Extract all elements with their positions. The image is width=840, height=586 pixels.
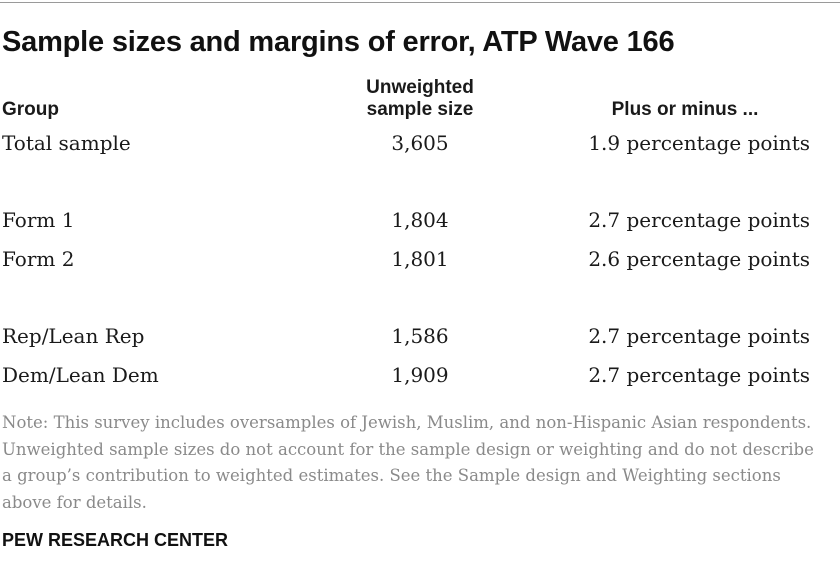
row-form-2-moe: 2.6 percentage points xyxy=(588,247,810,271)
header-sample-size-line2: sample size xyxy=(366,99,474,120)
row-form-2-size: 1,801 xyxy=(391,247,449,271)
table-title: Sample sizes and margins of error, ATP W… xyxy=(2,26,675,58)
header-sample-size-line1: Unweighted xyxy=(366,77,474,98)
row-total-sample-size: 3,605 xyxy=(391,131,449,155)
row-total-sample-group: Total sample xyxy=(2,131,131,155)
row-dem-lean-dem-moe: 2.7 percentage points xyxy=(588,363,810,387)
row-rep-lean-rep-moe: 2.7 percentage points xyxy=(588,324,810,348)
top-rule xyxy=(0,2,840,3)
source-credit: PEW RESEARCH CENTER xyxy=(2,530,229,550)
header-group: Group xyxy=(2,99,59,120)
footnote: Note: This survey includes oversamples o… xyxy=(2,413,814,512)
row-total-sample-moe: 1.9 percentage points xyxy=(588,131,810,155)
row-form-1-moe: 2.7 percentage points xyxy=(588,208,810,232)
row-dem-lean-dem-group: Dem/Lean Dem xyxy=(2,363,159,387)
row-dem-lean-dem-size: 1,909 xyxy=(391,363,449,387)
header-margin-of-error: Plus or minus ... xyxy=(611,99,759,120)
row-rep-lean-rep-group: Rep/Lean Rep xyxy=(2,324,145,348)
row-form-1-size: 1,804 xyxy=(391,208,449,232)
row-form-2-group: Form 2 xyxy=(2,247,75,271)
row-rep-lean-rep-size: 1,586 xyxy=(391,324,449,348)
row-form-1-group: Form 1 xyxy=(2,208,75,232)
header-sample-size: Unweighted sample size xyxy=(330,77,510,121)
